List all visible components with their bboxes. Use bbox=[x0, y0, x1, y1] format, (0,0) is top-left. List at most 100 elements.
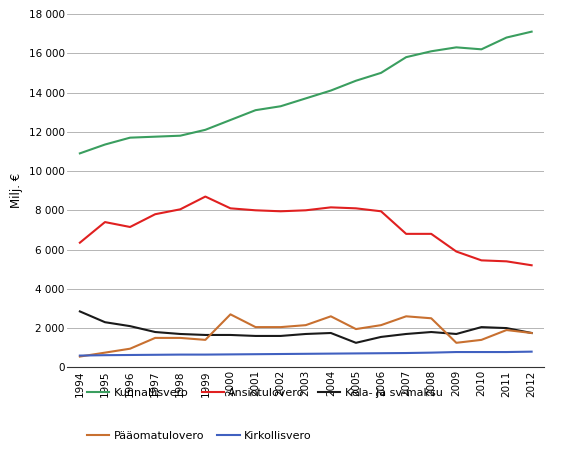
Ansiotulovero bbox=[102, 219, 108, 225]
Kirkollisvero bbox=[403, 350, 410, 356]
Line: Pääomatulovero: Pääomatulovero bbox=[80, 315, 532, 356]
Ansiotulovero bbox=[503, 259, 510, 264]
Legend: Pääomatulovero, Kirkollisvero: Pääomatulovero, Kirkollisvero bbox=[82, 427, 316, 446]
Kela- ja sv-maksu bbox=[302, 331, 309, 337]
Kunnallisvero bbox=[202, 127, 209, 133]
Kunnallisvero bbox=[252, 107, 259, 113]
Ansiotulovero bbox=[528, 262, 535, 268]
Ansiotulovero bbox=[227, 206, 234, 211]
Kela- ja sv-maksu bbox=[528, 330, 535, 336]
Pääomatulovero bbox=[428, 315, 435, 321]
Pääomatulovero bbox=[328, 314, 334, 319]
Kela- ja sv-maksu bbox=[328, 330, 334, 336]
Kunnallisvero bbox=[378, 70, 384, 75]
Kirkollisvero bbox=[328, 351, 334, 356]
Ansiotulovero bbox=[328, 205, 334, 210]
Kela- ja sv-maksu bbox=[352, 340, 359, 346]
Ansiotulovero bbox=[403, 231, 410, 237]
Kirkollisvero bbox=[127, 352, 134, 358]
Pääomatulovero bbox=[478, 337, 485, 343]
Pääomatulovero bbox=[76, 354, 83, 359]
Ansiotulovero bbox=[277, 208, 284, 214]
Kunnallisvero bbox=[453, 45, 459, 50]
Pääomatulovero bbox=[152, 335, 159, 341]
Kela- ja sv-maksu bbox=[102, 319, 108, 325]
Pääomatulovero bbox=[127, 346, 134, 351]
Kela- ja sv-maksu bbox=[227, 332, 234, 338]
Ansiotulovero bbox=[127, 224, 134, 230]
Pääomatulovero bbox=[252, 324, 259, 330]
Pääomatulovero bbox=[378, 322, 384, 328]
Kunnallisvero bbox=[503, 35, 510, 41]
Kela- ja sv-maksu bbox=[152, 329, 159, 335]
Line: Kirkollisvero: Kirkollisvero bbox=[80, 352, 532, 356]
Kunnallisvero bbox=[177, 133, 183, 138]
Ansiotulovero bbox=[177, 206, 183, 212]
Kela- ja sv-maksu bbox=[202, 332, 209, 338]
Kirkollisvero bbox=[453, 349, 459, 355]
Kunnallisvero bbox=[528, 29, 535, 34]
Kunnallisvero bbox=[352, 78, 359, 83]
Pääomatulovero bbox=[352, 326, 359, 332]
Ansiotulovero bbox=[302, 207, 309, 213]
Kunnallisvero bbox=[302, 96, 309, 101]
Ansiotulovero bbox=[76, 240, 83, 246]
Pääomatulovero bbox=[503, 327, 510, 333]
Kela- ja sv-maksu bbox=[428, 329, 435, 335]
Kunnallisvero bbox=[277, 103, 284, 109]
Kirkollisvero bbox=[478, 349, 485, 355]
Kirkollisvero bbox=[177, 352, 183, 357]
Kirkollisvero bbox=[102, 352, 108, 358]
Kela- ja sv-maksu bbox=[453, 331, 459, 337]
Kunnallisvero bbox=[478, 47, 485, 52]
Kirkollisvero bbox=[503, 349, 510, 355]
Kela- ja sv-maksu bbox=[252, 333, 259, 339]
Line: Ansiotulovero: Ansiotulovero bbox=[80, 197, 532, 265]
Kunnallisvero bbox=[227, 117, 234, 123]
Kirkollisvero bbox=[252, 351, 259, 357]
Kunnallisvero bbox=[102, 142, 108, 147]
Kunnallisvero bbox=[428, 48, 435, 54]
Kirkollisvero bbox=[428, 350, 435, 356]
Kirkollisvero bbox=[378, 350, 384, 356]
Kunnallisvero bbox=[152, 134, 159, 139]
Ansiotulovero bbox=[478, 258, 485, 263]
Line: Kela- ja sv-maksu: Kela- ja sv-maksu bbox=[80, 311, 532, 343]
Pääomatulovero bbox=[202, 337, 209, 343]
Kela- ja sv-maksu bbox=[127, 323, 134, 329]
Kirkollisvero bbox=[352, 350, 359, 356]
Pääomatulovero bbox=[302, 322, 309, 328]
Ansiotulovero bbox=[378, 208, 384, 214]
Kunnallisvero bbox=[403, 55, 410, 60]
Pääomatulovero bbox=[102, 350, 108, 356]
Kela- ja sv-maksu bbox=[403, 331, 410, 337]
Ansiotulovero bbox=[252, 207, 259, 213]
Pääomatulovero bbox=[403, 314, 410, 319]
Kirkollisvero bbox=[227, 352, 234, 357]
Kunnallisvero bbox=[76, 151, 83, 156]
Line: Kunnallisvero: Kunnallisvero bbox=[80, 32, 532, 153]
Ansiotulovero bbox=[428, 231, 435, 237]
Ansiotulovero bbox=[352, 206, 359, 211]
Pääomatulovero bbox=[277, 324, 284, 330]
Kirkollisvero bbox=[76, 353, 83, 358]
Kirkollisvero bbox=[528, 349, 535, 355]
Kunnallisvero bbox=[328, 88, 334, 93]
Kunnallisvero bbox=[127, 135, 134, 140]
Y-axis label: Milj. €: Milj. € bbox=[10, 173, 23, 208]
Pääomatulovero bbox=[453, 340, 459, 346]
Kela- ja sv-maksu bbox=[378, 334, 384, 340]
Pääomatulovero bbox=[528, 330, 535, 336]
Pääomatulovero bbox=[227, 312, 234, 317]
Ansiotulovero bbox=[453, 249, 459, 254]
Kela- ja sv-maksu bbox=[277, 333, 284, 339]
Kirkollisvero bbox=[202, 352, 209, 357]
Kela- ja sv-maksu bbox=[76, 308, 83, 314]
Ansiotulovero bbox=[152, 212, 159, 217]
Kela- ja sv-maksu bbox=[478, 324, 485, 330]
Pääomatulovero bbox=[177, 335, 183, 341]
Kela- ja sv-maksu bbox=[503, 325, 510, 331]
Kela- ja sv-maksu bbox=[177, 331, 183, 337]
Kirkollisvero bbox=[302, 351, 309, 356]
Kirkollisvero bbox=[277, 351, 284, 357]
